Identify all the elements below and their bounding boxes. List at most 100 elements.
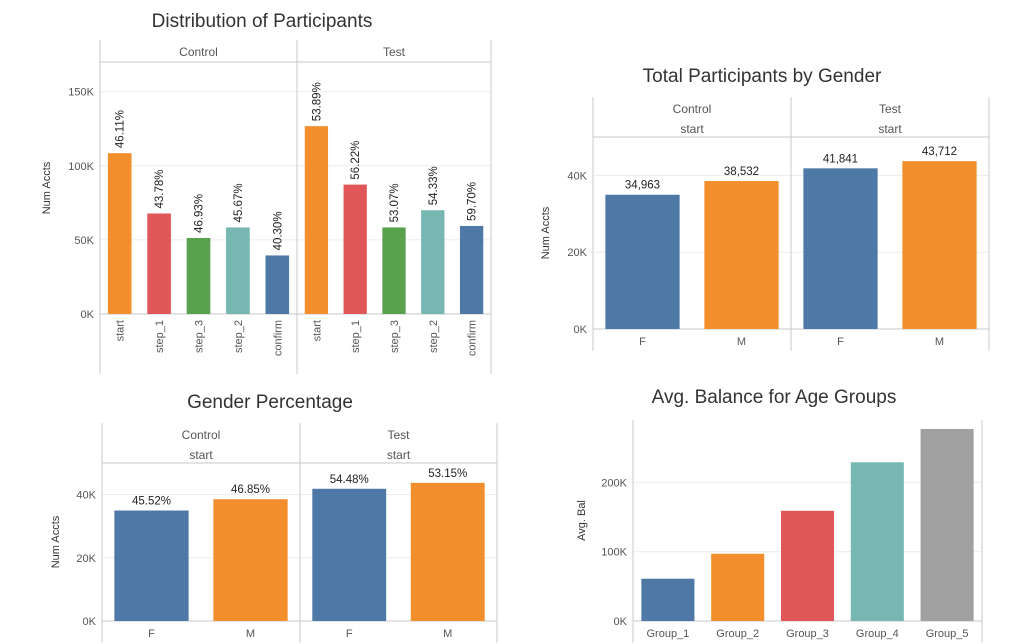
bar-start — [304, 126, 329, 314]
x-tick-label: confirm — [272, 320, 284, 356]
data-label: 34,963 — [625, 180, 660, 192]
x-tick-label: step_3 — [389, 320, 401, 353]
x-tick-label: M — [737, 336, 746, 348]
x-tick-label: step_2 — [428, 320, 440, 353]
y-tick-label: 40K — [567, 170, 587, 182]
y-tick-label: 150K — [68, 87, 94, 99]
chart-c2: Total Participants by Gender 0K 20K 40K Num … — [540, 66, 990, 351]
data-label: 43.78% — [154, 169, 166, 208]
bar-F — [114, 510, 189, 621]
chart-c4: Avg. Balance for Age Groups 0K 100K 200K Avg… — [576, 387, 983, 643]
y-tick-label: 0K — [614, 616, 628, 628]
panel-header: Control — [182, 428, 221, 442]
y-axis-label: Num Accts — [540, 206, 552, 259]
data-label: 56.22% — [350, 141, 362, 180]
panel-header: start — [387, 448, 411, 462]
x-tick-label: M — [935, 336, 944, 348]
x-tick-label: confirm — [467, 320, 479, 356]
y-tick-label: 0K — [574, 324, 588, 336]
x-tick-label: start — [311, 320, 323, 341]
data-label: 43,712 — [922, 146, 957, 158]
bar-confirm — [459, 225, 484, 314]
data-label: 53.15% — [428, 468, 467, 480]
panel-header: start — [680, 122, 704, 136]
panel-header: Control — [673, 102, 712, 116]
x-tick-label: Group_2 — [716, 628, 759, 640]
bar-step_1 — [147, 213, 171, 314]
y-tick-label: 20K — [76, 553, 96, 565]
panel-header: Test — [387, 428, 410, 442]
x-tick-label: F — [346, 628, 353, 640]
panel-header: Control — [179, 45, 218, 59]
panel-header: start — [189, 448, 213, 462]
y-tick-label: 0K — [83, 616, 97, 628]
bar-Group_3 — [780, 510, 835, 621]
bar-Group_1 — [641, 578, 695, 621]
x-tick-label: Group_3 — [786, 628, 829, 640]
bar-step_2 — [226, 227, 250, 314]
bar-Group_5 — [920, 429, 974, 621]
x-tick-label: F — [837, 336, 844, 348]
x-tick-label: F — [639, 336, 646, 348]
bar-M — [704, 181, 779, 329]
data-label: 59.70% — [467, 182, 479, 221]
y-tick-label: 0K — [81, 309, 95, 321]
chart-title: Total Participants by Gender — [643, 66, 882, 87]
x-tick-label: Group_5 — [926, 628, 969, 640]
x-tick-label: step_1 — [154, 320, 166, 353]
data-label: 54.48% — [330, 474, 369, 486]
data-label: 41,841 — [823, 153, 858, 165]
data-label: 40.30% — [272, 211, 284, 250]
y-tick-label: 100K — [601, 547, 627, 559]
data-label: 54.33% — [428, 166, 440, 205]
bar-step_2 — [421, 210, 445, 314]
x-tick-label: M — [443, 628, 452, 640]
bar-M — [410, 482, 485, 621]
bar-step_3 — [186, 237, 211, 314]
x-tick-label: Group_4 — [856, 628, 899, 640]
panel-header: Test — [879, 102, 902, 116]
chart-c3: Gender Percentage 0K 20K 40K Num Accts Contro… — [50, 392, 498, 643]
y-tick-label: 40K — [76, 490, 96, 502]
y-axis-label: Avg. Bal — [576, 500, 588, 541]
x-tick-label: M — [246, 628, 255, 640]
y-tick-label: 100K — [68, 161, 94, 173]
data-label: 45.67% — [233, 183, 245, 222]
panel-header: start — [878, 122, 902, 136]
x-tick-label: F — [148, 628, 155, 640]
chart-title: Gender Percentage — [187, 392, 353, 413]
bar-confirm — [265, 255, 290, 314]
bar-F — [312, 488, 387, 621]
y-tick-label: 20K — [567, 247, 587, 259]
x-tick-label: Group_1 — [646, 628, 689, 640]
y-tick-label: 50K — [74, 235, 94, 247]
bar-F — [605, 194, 680, 329]
chart-title: Avg. Balance for Age Groups — [652, 387, 897, 408]
bar-step_3 — [382, 227, 406, 314]
data-label: 46.85% — [231, 484, 270, 496]
x-tick-label: start — [115, 320, 127, 341]
bar-F — [803, 168, 878, 329]
panel-header: Test — [383, 45, 406, 59]
bar-M — [213, 499, 288, 621]
bar-Group_2 — [711, 553, 765, 621]
x-tick-label: step_2 — [233, 320, 245, 353]
x-tick-label: step_1 — [350, 320, 362, 353]
data-label: 46.11% — [115, 110, 127, 148]
y-axis-label: Num Accts — [41, 161, 53, 214]
data-label: 46.93% — [194, 194, 206, 233]
bar-M — [902, 161, 977, 329]
y-tick-label: 200K — [601, 477, 627, 489]
bar-step_1 — [343, 184, 367, 314]
data-label: 38,532 — [724, 166, 759, 178]
bar-Group_4 — [850, 462, 904, 621]
bar-start — [107, 153, 132, 314]
data-label: 45.52% — [132, 496, 171, 508]
data-label: 53.89% — [311, 82, 323, 121]
y-axis-label: Num Accts — [50, 515, 62, 568]
x-tick-label: step_3 — [194, 320, 206, 353]
chart-c1: Distribution of Participants 0K 50K 100K 150… — [41, 11, 492, 374]
chart-title: Distribution of Participants — [152, 11, 373, 32]
data-label: 53.07% — [389, 183, 401, 222]
